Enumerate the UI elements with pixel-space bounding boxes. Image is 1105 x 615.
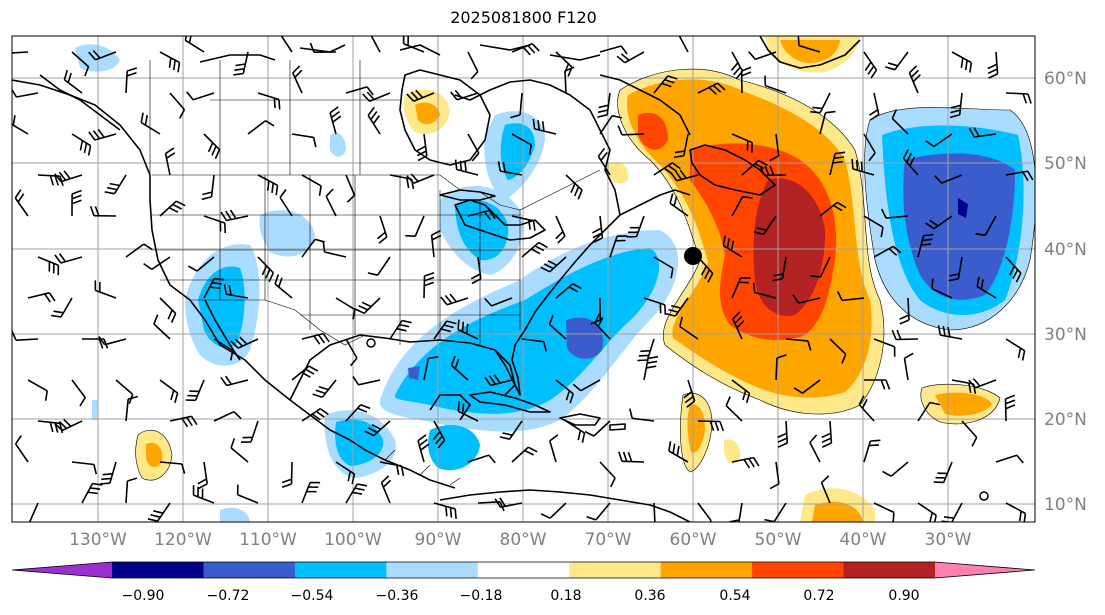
colorbar-bin bbox=[844, 562, 936, 578]
colorbar-tick-label: 0.90 bbox=[888, 588, 919, 604]
plot-area bbox=[2, 25, 1036, 529]
colorbar-bin bbox=[478, 562, 570, 578]
colorbar-tick-label: −0.36 bbox=[376, 588, 419, 604]
colorbar-tick-label: −0.90 bbox=[122, 588, 165, 604]
colorbar-bin bbox=[295, 562, 387, 578]
colorbar-bin bbox=[386, 562, 478, 578]
lat-label: 40°N bbox=[1044, 240, 1087, 260]
lat-label: 50°N bbox=[1044, 154, 1087, 174]
lon-label: 40°W bbox=[840, 530, 887, 550]
colorbar-tick-label: −0.54 bbox=[291, 588, 334, 604]
lon-label: 90°W bbox=[415, 530, 462, 550]
lon-label: 60°W bbox=[670, 530, 717, 550]
colorbar-tick-label: −0.18 bbox=[460, 588, 503, 604]
neg-region-gulf-strong bbox=[408, 366, 420, 380]
lon-label: 100°W bbox=[324, 530, 382, 550]
colorbar-bin bbox=[112, 562, 204, 578]
lat-label: 60°N bbox=[1044, 69, 1087, 89]
colorbar-extend-min bbox=[12, 562, 112, 578]
colorbar bbox=[12, 562, 1035, 578]
longitude-labels: 130°W 120°W 110°W 100°W 90°W 80°W 70°W 6… bbox=[69, 530, 972, 550]
colorbar-tick-label: 0.54 bbox=[719, 588, 750, 604]
lon-label: 80°W bbox=[500, 530, 547, 550]
lon-label: 120°W bbox=[154, 530, 212, 550]
colorbar-extend-max bbox=[935, 562, 1035, 578]
colorbar-tick-label: 0.36 bbox=[634, 588, 665, 604]
storm-center-marker bbox=[684, 247, 702, 265]
latitude-labels: 60°N 50°N 40°N 30°N 20°N 10°N bbox=[1044, 69, 1087, 515]
lon-label: 110°W bbox=[239, 530, 297, 550]
lat-label: 30°N bbox=[1044, 325, 1087, 345]
lat-label: 20°N bbox=[1044, 410, 1087, 430]
neg-region-pacific-small bbox=[92, 400, 98, 420]
colorbar-bin bbox=[569, 562, 661, 578]
lon-label: 70°W bbox=[585, 530, 632, 550]
colorbar-bin bbox=[752, 562, 844, 578]
lon-label: 130°W bbox=[69, 530, 127, 550]
lat-label: 10°N bbox=[1044, 495, 1087, 515]
lon-label: 50°W bbox=[755, 530, 802, 550]
lon-label: 30°W bbox=[925, 530, 972, 550]
colorbar-tick-label: −0.72 bbox=[207, 588, 250, 604]
colorbar-tick-label: 0.72 bbox=[803, 588, 834, 604]
colorbar-tick-labels: −0.90 −0.72 −0.54 −0.36 −0.18 0.18 0.36 … bbox=[122, 588, 920, 604]
colorbar-tick-label: 0.18 bbox=[550, 588, 581, 604]
colorbar-bin bbox=[661, 562, 753, 578]
colorbar-bin bbox=[203, 562, 295, 578]
